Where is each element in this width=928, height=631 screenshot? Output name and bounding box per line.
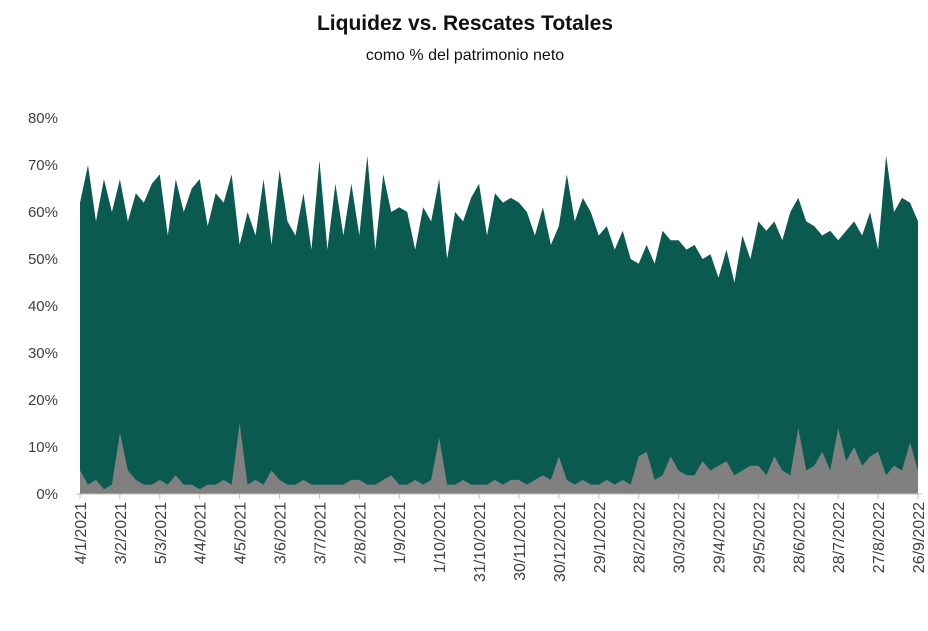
chart-subtitle: como % del patrimonio neto [366, 47, 564, 64]
x-tick-label: 1/10/2021 [432, 502, 449, 573]
x-tick-label: 29/4/2022 [711, 502, 728, 573]
x-tick-label: 3/6/2021 [273, 502, 290, 564]
y-tick-label: 80% [28, 110, 58, 127]
x-tick-label: 5/3/2021 [153, 502, 170, 564]
x-tick-label: 28/7/2022 [831, 502, 848, 573]
x-tick-label: 4/4/2021 [193, 502, 210, 564]
chart-title: Liquidez vs. Rescates Totales [317, 12, 613, 35]
x-tick-label: 31/10/2021 [472, 502, 489, 582]
y-tick-label: 0% [36, 486, 58, 503]
x-tick-label: 28/6/2022 [791, 502, 808, 573]
y-tick-label: 30% [28, 345, 58, 362]
y-tick-label: 10% [28, 439, 58, 456]
x-tick-label: 2/8/2021 [352, 502, 369, 564]
x-tick-label: 28/2/2022 [632, 502, 649, 573]
x-tick-label: 4/1/2021 [73, 502, 90, 564]
y-tick-label: 70% [28, 157, 58, 174]
x-tick-label: 3/7/2021 [312, 502, 329, 564]
x-tick-label: 29/1/2022 [592, 502, 609, 573]
x-tick-label: 30/11/2021 [512, 502, 529, 581]
y-tick-label: 60% [28, 204, 58, 221]
y-tick-label: 40% [28, 298, 58, 315]
y-tick-label: 50% [28, 251, 58, 268]
x-tick-label: 30/12/2021 [552, 502, 569, 582]
x-tick-label: 3/2/2021 [113, 502, 130, 564]
x-tick-label: 27/8/2022 [871, 502, 888, 573]
x-tick-label: 1/9/2021 [392, 502, 409, 564]
x-tick-label: 26/9/2022 [911, 502, 928, 573]
x-tick-label: 29/5/2022 [751, 502, 768, 573]
area [80, 423, 918, 494]
x-tick-label: 4/5/2021 [233, 502, 250, 564]
x-tick-label: 30/3/2022 [672, 502, 689, 573]
area [80, 155, 918, 494]
y-tick-label: 20% [28, 392, 58, 409]
